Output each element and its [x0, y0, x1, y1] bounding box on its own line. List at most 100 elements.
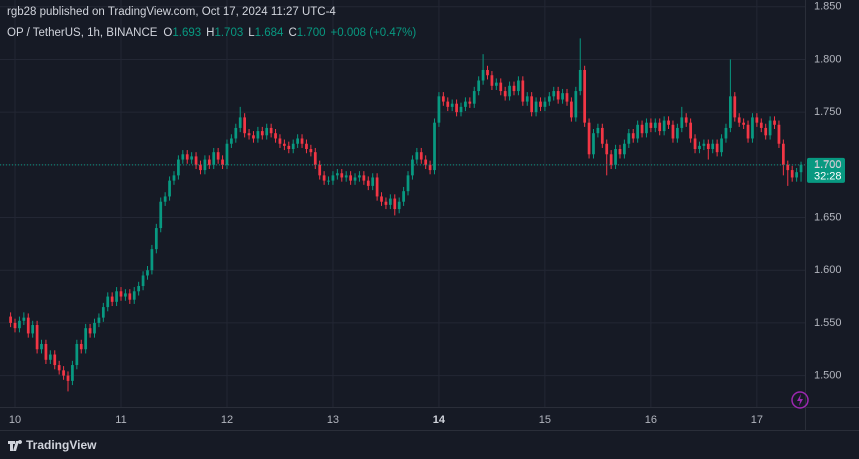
candle-body: [318, 164, 322, 176]
candle-body: [79, 343, 83, 350]
x-tick-label: 11: [115, 414, 126, 426]
candle-body: [724, 127, 728, 139]
candle-body: [676, 127, 679, 139]
candle-body: [62, 370, 65, 376]
candle-body: [137, 286, 141, 292]
candle-body: [759, 122, 763, 128]
candle-body: [411, 159, 414, 176]
candle-body: [335, 173, 339, 176]
candle-body: [75, 343, 79, 366]
candle-body: [252, 135, 255, 139]
candle-body: [446, 101, 450, 107]
candle-body: [313, 152, 317, 165]
candle-body: [631, 133, 635, 139]
candle-body: [243, 117, 247, 134]
candle-body: [609, 154, 613, 165]
x-tick-label: 14: [433, 414, 446, 426]
candle-body: [305, 143, 308, 150]
candle-body: [159, 201, 163, 229]
candle-body: [680, 117, 684, 128]
candle-body: [22, 317, 26, 321]
candle-body: [274, 133, 277, 139]
x-tick-label: 17: [751, 414, 763, 426]
candle-body: [751, 117, 754, 139]
candle-body: [110, 296, 114, 302]
candle-body: [530, 96, 534, 113]
candle-body: [331, 175, 335, 181]
candle-body: [764, 127, 768, 136]
candle-body: [658, 122, 662, 132]
candle-body: [419, 152, 423, 160]
candle-body: [53, 354, 57, 366]
candle-body: [689, 122, 692, 139]
candle-body: [283, 143, 286, 146]
candle-body: [552, 91, 556, 97]
y-tick-label: 1.750: [814, 106, 842, 118]
candle-body: [366, 180, 370, 186]
candle-body: [230, 138, 233, 144]
candle-body: [207, 159, 211, 165]
candle-body: [349, 175, 352, 181]
candle-body: [517, 80, 520, 92]
y-tick-label: 1.500: [814, 370, 842, 382]
candle-body: [181, 154, 185, 160]
candle-body: [216, 152, 220, 160]
legend-key: L: [248, 27, 255, 39]
candle-body: [194, 156, 198, 165]
y-tick-label: 1.850: [814, 1, 842, 13]
candle-body: [141, 275, 145, 287]
candle-body: [238, 117, 242, 128]
candle-body: [393, 198, 397, 210]
candle-body: [13, 322, 17, 329]
candle-body: [746, 124, 750, 139]
candle-body: [260, 131, 264, 136]
candle-body: [57, 365, 61, 371]
candle-body: [415, 152, 419, 160]
candle-body: [578, 69, 582, 92]
candle-body: [185, 154, 189, 160]
y-tick-label: 1.550: [814, 317, 842, 329]
candle-body: [66, 375, 70, 381]
countdown-label: 32:28: [814, 171, 842, 183]
candle-body: [84, 328, 88, 350]
candle-body: [146, 270, 149, 276]
alert-icon[interactable]: [791, 391, 809, 409]
candle-body: [636, 124, 640, 139]
candle-body: [380, 196, 383, 202]
legend-key: H: [206, 27, 214, 39]
legend-key: O: [163, 27, 172, 39]
x-tick-label: 10: [9, 414, 21, 426]
legend-key: C: [288, 27, 296, 39]
candle-body: [225, 143, 229, 165]
candle-body: [596, 127, 600, 134]
candle-body: [799, 164, 803, 173]
candle-body: [327, 180, 330, 182]
published-note: rgb28 published on TradingView.com, Oct …: [7, 6, 336, 18]
x-tick-label: 12: [221, 414, 233, 426]
candle-body: [706, 143, 710, 150]
x-tick-label: 13: [327, 414, 339, 426]
candle-body: [322, 175, 326, 181]
candle-body: [150, 249, 154, 271]
logo-mark: [8, 440, 23, 451]
candle-body: [212, 152, 216, 165]
candle-body: [490, 75, 494, 86]
candle-body: [715, 143, 719, 153]
candle-body: [40, 343, 43, 350]
candle-body: [154, 228, 158, 250]
candle-body: [119, 291, 123, 297]
candle-body: [71, 365, 74, 381]
candle-body: [93, 322, 96, 334]
y-tick-label: 1.800: [814, 53, 842, 65]
candle-body: [653, 122, 657, 128]
candle-body: [777, 124, 781, 144]
candle-body: [499, 82, 503, 92]
candle-body: [278, 138, 282, 144]
candle-body: [786, 164, 790, 171]
candle-body: [296, 138, 299, 144]
y-tick-label: 1.650: [814, 211, 842, 223]
candle-body: [618, 149, 622, 155]
candle-body: [702, 143, 706, 146]
candle-body: [614, 149, 617, 165]
